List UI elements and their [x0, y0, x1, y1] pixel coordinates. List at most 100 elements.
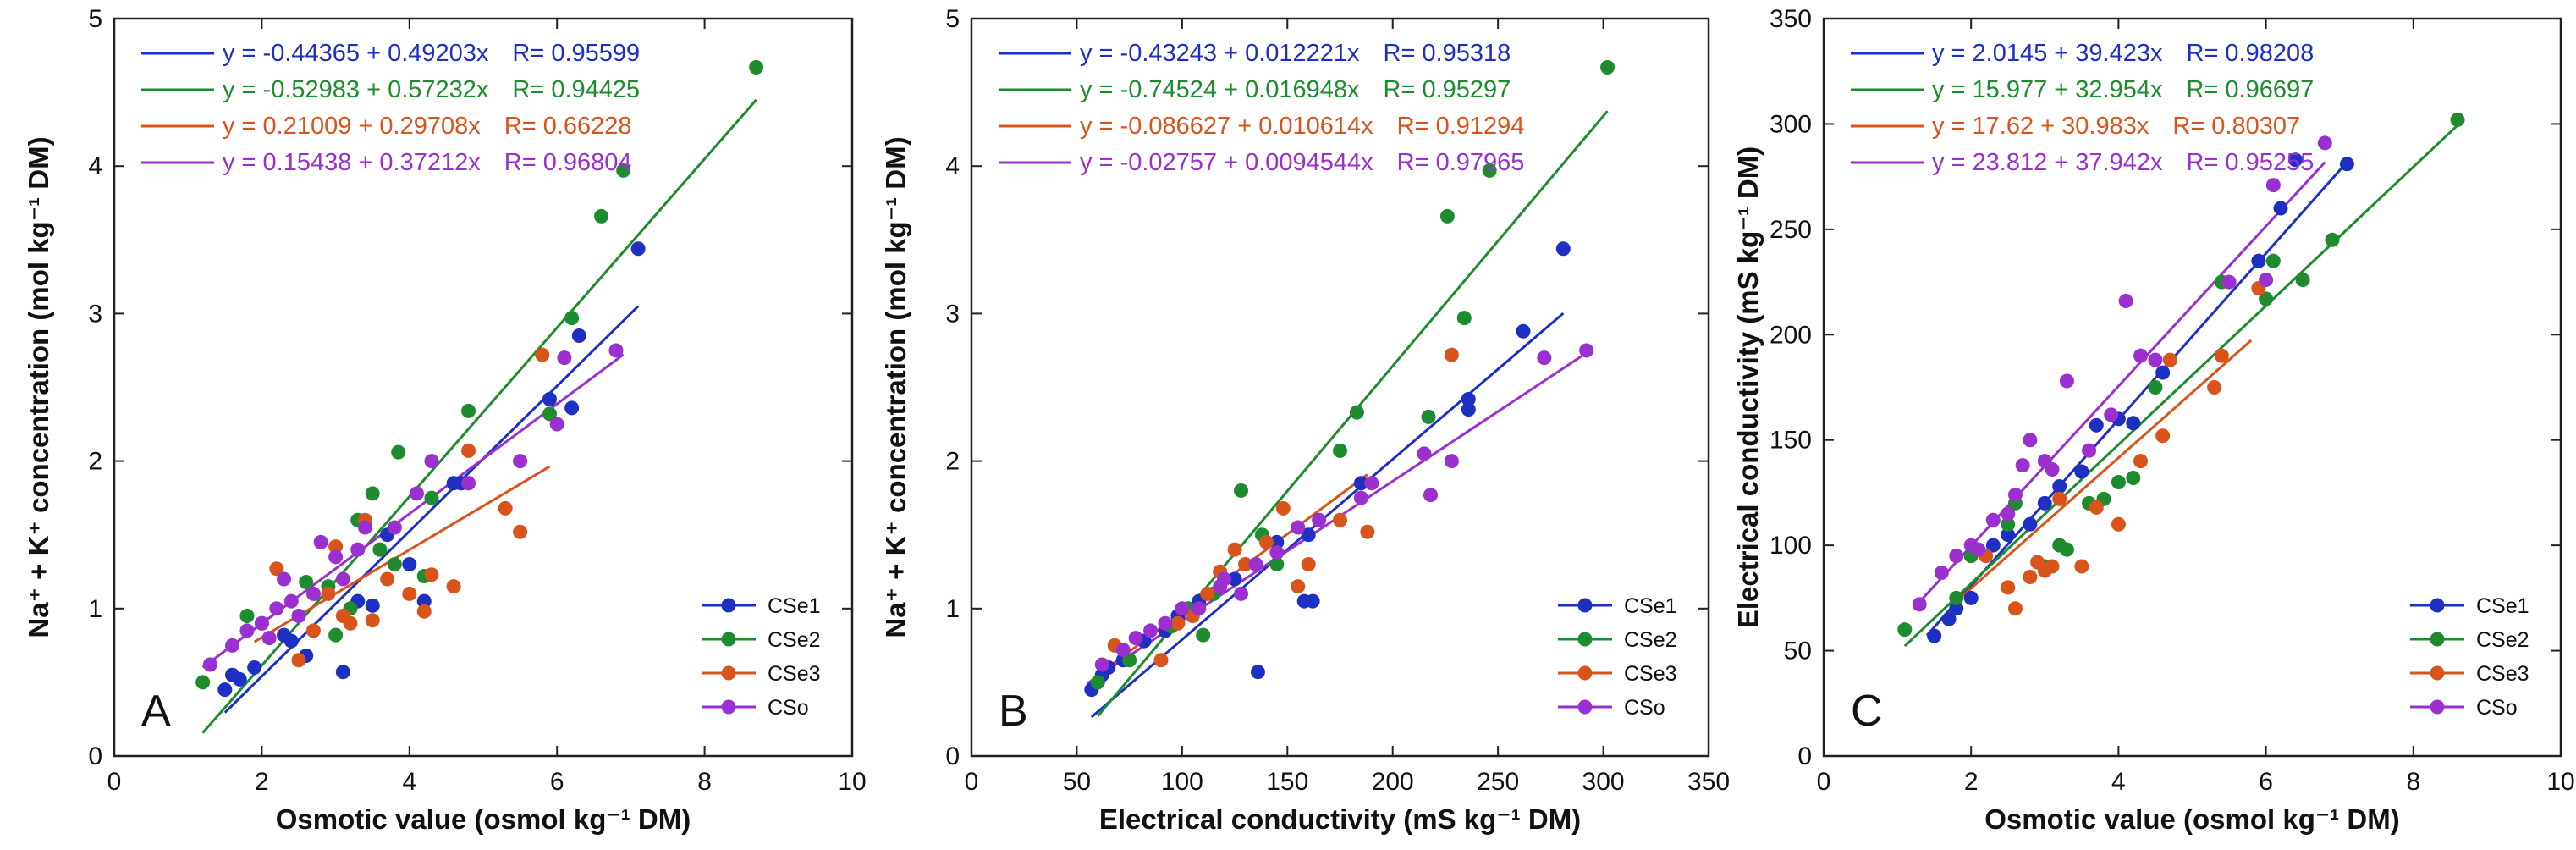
data-point [2015, 458, 2030, 473]
r-value-text: R= 0.94425 [512, 76, 640, 103]
data-point [1897, 622, 1913, 638]
data-point [2111, 516, 2126, 532]
data-point [254, 615, 269, 631]
data-point [1291, 520, 1306, 535]
data-point [2126, 416, 2141, 431]
data-point [1192, 601, 1207, 616]
equation-label: y = 0.15438 + 0.37212x R= 0.96804 [223, 149, 632, 176]
x-tick-label: 250 [1477, 768, 1519, 796]
data-point [1250, 665, 1265, 680]
data-point [1985, 538, 2001, 553]
chart-panel-a: 0 2 4 6 8 10 0 1 2 3 4 5 Osmotic value (osmol kg⁻¹ D… [23, 5, 867, 835]
y-tick-label: 3 [88, 300, 102, 328]
data-point [335, 665, 350, 680]
data-point [1094, 657, 1109, 672]
data-point [1269, 557, 1285, 572]
data-point [2059, 542, 2074, 557]
y-tick-label: 2 [88, 448, 102, 476]
x-tick-label: 200 [1372, 768, 1414, 796]
y-tick-label: 2 [945, 448, 960, 476]
data-point [1175, 601, 1190, 616]
data-point [1170, 615, 1186, 631]
y-tick-label: 0 [1797, 742, 1812, 770]
x-tick-label: 0 [965, 768, 979, 796]
data-point [424, 454, 439, 469]
equation-text: y = 23.812 + 37.942x [1932, 149, 2163, 176]
x-tick-label: 4 [2111, 768, 2126, 796]
fit-line-cso [1918, 161, 2326, 604]
y-axis-title: Na⁺ + K⁺ concentration (mol kg⁻¹ DM) [23, 136, 54, 638]
r-value-text: R= 0.97965 [1397, 149, 1525, 176]
data-point [391, 444, 406, 460]
chart-panel-b: 0 50 100 150 200 250 300 350 0 1 2 3 4 5 Electrical co… [880, 5, 1730, 835]
data-point [410, 486, 425, 501]
data-point [1482, 163, 1497, 178]
data-point [542, 406, 557, 422]
legend-marker [2430, 598, 2445, 613]
data-point [542, 391, 557, 406]
x-tick-label: 100 [1161, 768, 1203, 796]
legend-marker [1577, 699, 1593, 715]
y-tick-label: 200 [1770, 321, 1812, 349]
data-point [283, 593, 299, 609]
data-point [2001, 527, 2016, 543]
data-point [513, 524, 528, 539]
data-point [2001, 516, 2016, 532]
data-point [564, 311, 580, 326]
legend-marker [1577, 632, 1593, 647]
data-point [305, 586, 321, 601]
fit-line-cse3 [1955, 339, 2253, 603]
legend-marker [721, 699, 736, 715]
data-point [372, 542, 388, 557]
equation-text: y = 15.977 + 32.954x [1932, 76, 2163, 103]
y-tick-label: 5 [88, 5, 102, 33]
series-cse1 [1084, 241, 1571, 698]
data-point [2273, 201, 2288, 216]
data-point [1971, 542, 1986, 557]
data-point [269, 561, 284, 577]
equation-text: y = -0.74524 + 0.016948x [1080, 76, 1360, 103]
panel-letter: A [141, 687, 171, 736]
data-point [2133, 348, 2149, 363]
r-value-text: R= 0.80307 [2172, 113, 2300, 140]
data-point [416, 593, 432, 609]
y-axis-title: Electrical conductivity (mS kg⁻¹ DM) [1732, 146, 1764, 628]
data-point [749, 59, 764, 75]
data-point [2037, 495, 2052, 511]
data-point [357, 520, 372, 535]
series-cse3 [1979, 281, 2266, 616]
series-cse3 [269, 347, 550, 668]
data-point [232, 671, 247, 687]
equation-label: y = 2.0145 + 39.423x R= 0.98208 [1932, 40, 2314, 67]
data-point [335, 571, 350, 587]
r-value-text: R= 0.95318 [1384, 40, 1511, 67]
data-point [328, 549, 344, 565]
legend-marker [1577, 665, 1593, 681]
data-point [2118, 293, 2133, 308]
y-tick-label: 350 [1770, 5, 1812, 33]
y-tick-label: 4 [88, 152, 102, 180]
legend-label: CSe1 [1624, 594, 1677, 618]
data-point [594, 208, 609, 224]
data-point [461, 476, 476, 491]
x-tick-label: 4 [402, 768, 416, 796]
equation-label: y = -0.74524 + 0.016948x R= 0.95297 [1080, 76, 1511, 103]
data-point [2126, 471, 2141, 486]
r-value-text: R= 0.96697 [2187, 76, 2315, 103]
x-axis-title: Osmotic value (osmol kg⁻¹ DM) [1984, 803, 2400, 835]
r-value-text: R= 0.95255 [2187, 149, 2315, 176]
data-point [2045, 559, 2060, 574]
equation-label: y = 0.21009 + 0.29708x R= 0.66228 [223, 113, 632, 140]
fit-line-cse1 [1925, 161, 2348, 637]
equation-label: y = -0.44365 + 0.49203x R= 0.95599 [223, 40, 640, 67]
data-point [513, 454, 528, 469]
x-tick-label: 350 [1687, 768, 1730, 796]
data-point [2089, 500, 2104, 515]
plot-frame [1822, 17, 2562, 758]
data-point [2265, 178, 2281, 193]
data-point [269, 601, 284, 616]
data-point [1291, 579, 1306, 594]
legend-label: CSe2 [1624, 628, 1677, 652]
series-cse1 [217, 241, 646, 698]
